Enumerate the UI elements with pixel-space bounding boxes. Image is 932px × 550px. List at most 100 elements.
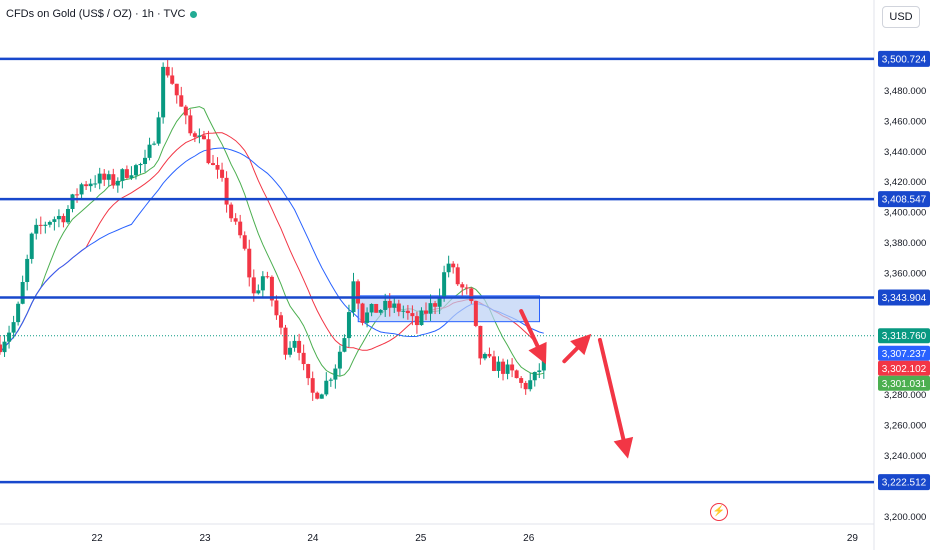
level-price-label: 3,500.724 [882,54,927,65]
candle-body [106,174,111,180]
candle-body [124,169,129,178]
candle-body [43,224,48,226]
candle-body [156,117,161,144]
candle-body [297,340,302,353]
candles [0,58,546,401]
time-axis[interactable]: 22 23 24 25 26 29 [92,533,859,544]
candle-body [346,312,351,339]
candle-body [138,164,143,166]
candle-body [401,310,406,312]
candle-body [324,380,329,395]
candle-body [306,364,311,379]
candle-body [143,157,148,165]
candle-body [274,300,279,316]
price-tick-label: 3,420.000 [884,177,926,188]
candle-body [38,224,43,226]
candle-body [115,180,120,186]
candle-body [378,309,383,313]
candle-body [183,106,188,116]
candle-body [501,361,506,374]
candle-body [84,184,89,187]
candle-body [519,378,524,383]
lightning-icon[interactable]: ⚡ [710,503,728,521]
projection-arrow-head [528,341,547,365]
price-tag [878,360,930,376]
price-axis[interactable]: 3,200.000 3,240.000 3,260.000 3,280.000 3,36… [884,86,926,523]
candle-body [387,300,392,308]
candle-body [328,379,333,381]
candle-body [428,303,433,314]
grid [0,0,875,550]
projection-arrow-shaft [597,337,626,442]
candle-body [292,340,297,348]
currency-button[interactable]: USD [882,6,920,28]
price-tag-label: 3,318.760 [882,331,927,342]
candle-body [174,83,179,96]
candle-body [188,115,193,134]
candle-body [337,351,342,369]
candle-body [464,287,469,289]
candle-body [433,303,438,307]
candle-body [242,235,247,249]
price-tag-label: 3,307.237 [882,349,927,360]
candle-body [437,296,442,307]
candle-body [365,312,370,323]
candle-body [70,194,75,209]
price-tag [878,345,930,361]
candle-body [451,263,456,268]
candle-body [165,66,170,76]
candle-body [383,300,388,310]
projection-arrow-head [570,333,592,356]
candle-body [147,144,152,158]
candle-body [0,344,2,353]
price-tick-label: 3,400.000 [884,208,926,219]
projection-arrow-head [613,436,634,459]
candle-body [179,95,184,107]
candle-body [220,169,225,178]
candle-body [333,368,338,380]
level-price-tag [878,289,930,306]
candle-body [93,183,98,185]
candle-body [129,175,134,178]
price-tick-label: 3,200.000 [884,512,926,523]
candle-body [256,290,261,294]
candle-body [528,380,533,390]
level-price-tag [878,474,930,491]
candle-body [161,66,166,118]
candle-body [510,364,515,371]
price-tag-label: 3,301.031 [882,379,927,390]
candle-body [442,272,447,297]
level-price-tag [878,50,930,67]
candle-body [65,208,70,223]
candle-body [360,303,365,323]
candle-body [473,301,478,326]
candle-body [310,378,315,393]
candle-body [29,233,34,259]
candle-body [61,215,66,223]
time-tick-label: 25 [415,533,427,544]
time-tick-label: 23 [199,533,211,544]
candle-body [192,133,197,137]
candle-body [423,310,428,314]
candle-body [25,258,30,283]
candle-body [20,282,25,304]
candle-body [405,310,410,314]
price-tick-label: 3,480.000 [884,86,926,97]
projection-arrow-shaft [562,346,580,364]
candle-body [7,332,12,342]
candle-body [478,325,483,359]
candle-body [487,353,492,357]
candle-body [16,303,21,323]
candle-body [111,174,116,186]
resistance-zone [357,295,541,323]
candle-body [278,315,283,328]
horizontal-levels[interactable] [0,57,874,484]
candle-body [11,322,16,333]
time-tick-label: 24 [307,533,319,544]
price-tags: 3,500.724 3,408.547 3,343.904 3,222.512 3,31… [878,50,930,491]
projection-arrows [519,309,634,459]
chart-title: CFDs on Gold (US$ / OZ) · 1h · TVC [6,8,197,20]
price-tick-label: 3,360.000 [884,269,926,280]
candle-body [260,276,265,291]
